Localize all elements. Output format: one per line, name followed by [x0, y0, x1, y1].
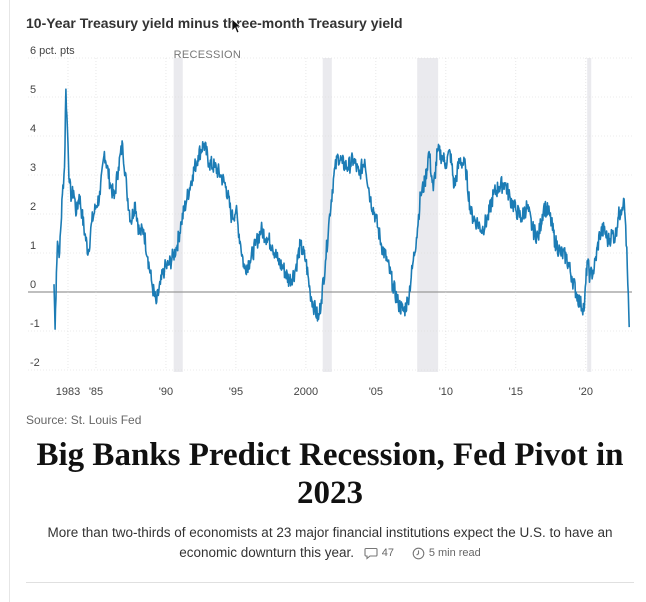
recession-band	[587, 58, 592, 372]
x-tick-label: 2000	[294, 386, 318, 398]
x-tick-label: '95	[229, 386, 243, 398]
article-headline[interactable]: Big Banks Predict Recession, Fed Pivot i…	[36, 437, 624, 511]
x-tick-label: '10	[439, 386, 453, 398]
chart-title: 10-Year Treasury yield minus three-month…	[26, 15, 403, 31]
cursor-icon	[231, 18, 241, 34]
y-tick-label: 0	[30, 279, 36, 291]
recession-band	[173, 58, 183, 372]
comments-count: 47	[381, 547, 395, 560]
clock-icon	[412, 547, 425, 560]
read-time: 5 min read	[412, 543, 481, 563]
comment-icon	[364, 547, 378, 560]
x-tick-label: '15	[509, 386, 523, 398]
y-tick-label: 6 pct. pts	[30, 45, 75, 57]
recession-band	[417, 58, 439, 372]
read-time-text: 5 min read	[428, 547, 481, 560]
y-tick-label: 5	[30, 84, 36, 96]
recession-band	[322, 58, 332, 372]
left-border	[9, 0, 10, 602]
recession-label: RECESSION	[174, 49, 242, 61]
x-tick-label: '85	[89, 386, 103, 398]
series-line	[53, 88, 630, 330]
y-tick-label: 2	[30, 201, 36, 213]
y-tick-label: 3	[30, 162, 36, 174]
y-tick-label: -2	[30, 357, 40, 369]
x-tick-label: '05	[369, 386, 383, 398]
chart-source: Source: St. Louis Fed	[26, 413, 142, 427]
x-tick-label: 1983	[56, 386, 80, 398]
summary-text: More than two-thirds of economists at 23…	[47, 525, 613, 560]
y-tick-label: 1	[30, 240, 36, 252]
y-tick-label: 4	[30, 123, 36, 135]
x-tick-label: '90	[159, 386, 173, 398]
x-tick-label: '20	[579, 386, 593, 398]
chart-plot: 6 pct. pts 5 4 3 2 1 0 -1 -2 1983 '85 '90 '95 2000 '05…	[28, 45, 632, 398]
comments-link[interactable]: 47	[364, 543, 394, 563]
divider	[26, 582, 634, 583]
y-tick-label: -1	[30, 318, 40, 330]
article-summary: More than two-thirds of economists at 23…	[26, 523, 634, 563]
